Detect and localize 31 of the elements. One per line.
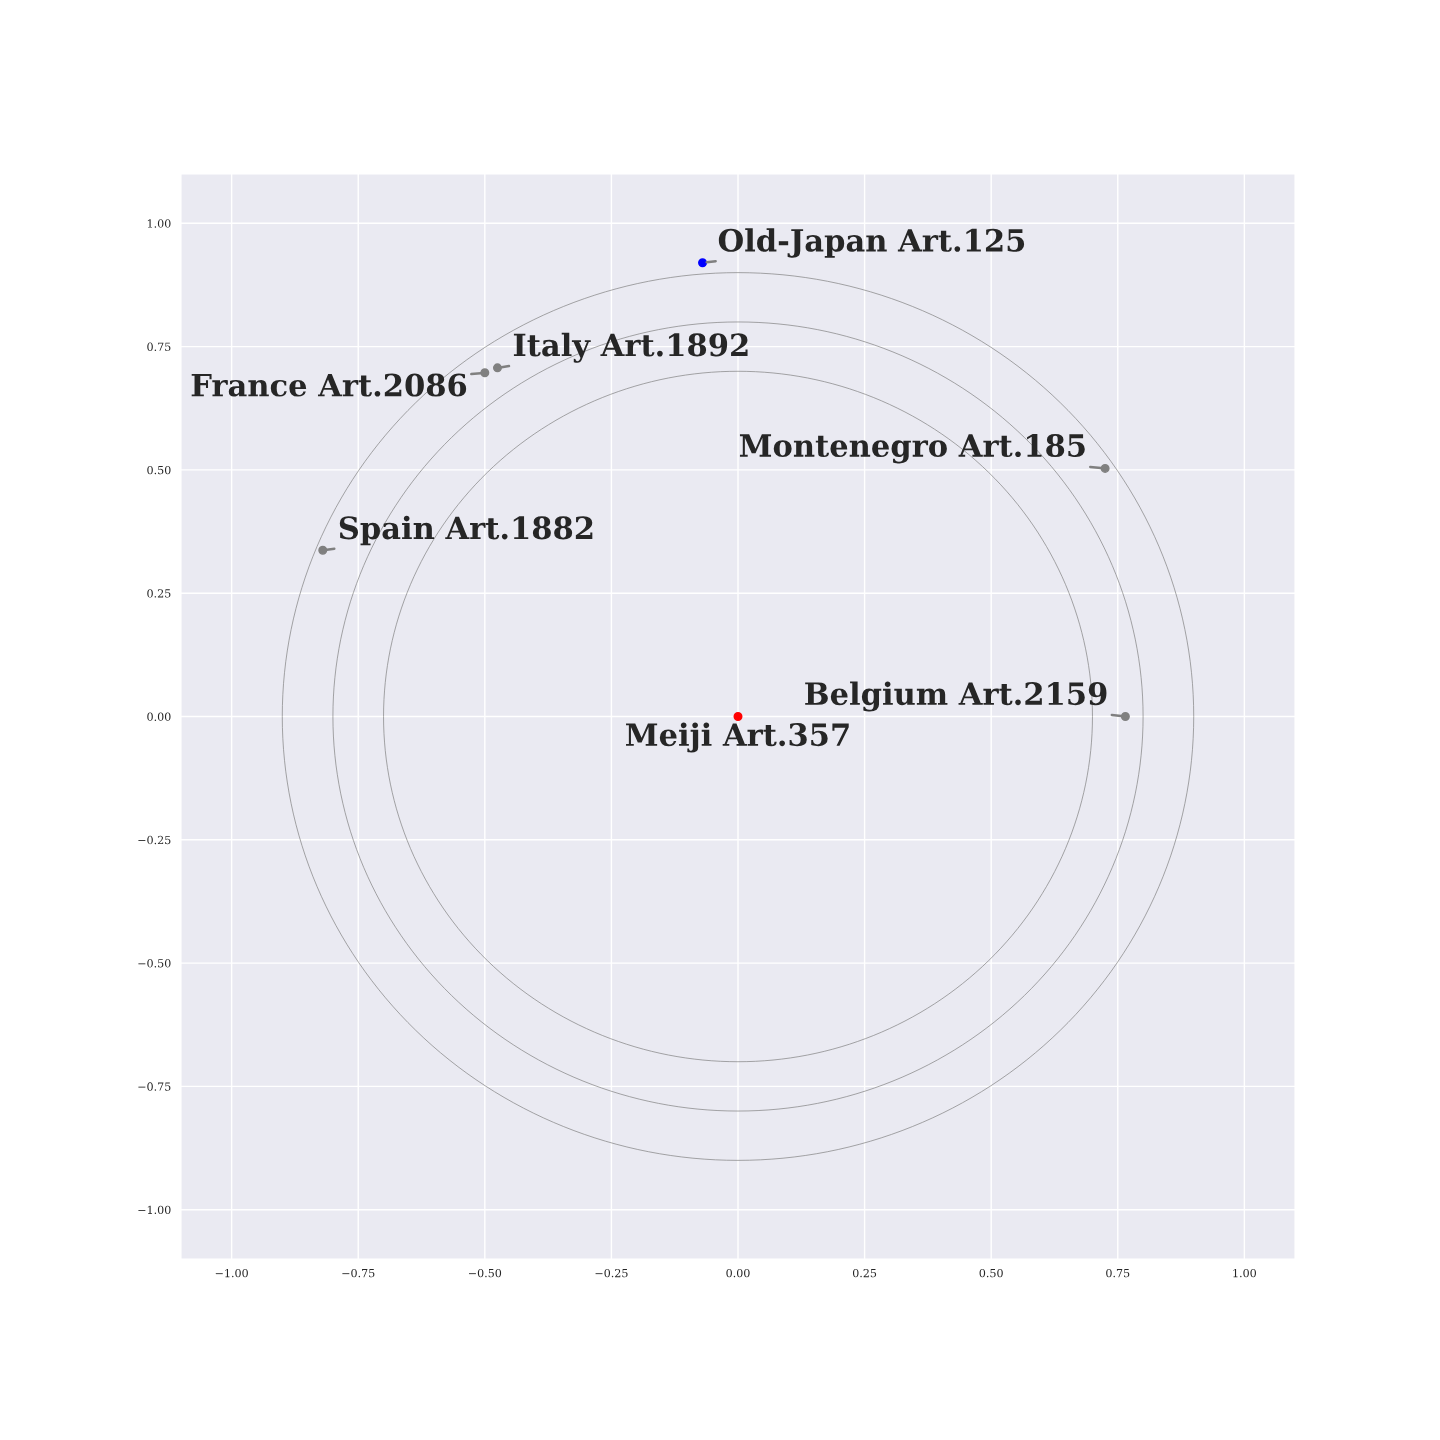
x-tick-label: 1.00 xyxy=(1233,1268,1256,1278)
y-tick-label: 0.50 xyxy=(147,465,171,475)
point xyxy=(698,258,708,268)
annotation: Meiji Art.357 xyxy=(626,722,849,753)
y-tick-label: 0.25 xyxy=(147,589,171,598)
x-tick-label: −0.75 xyxy=(342,1268,375,1278)
point xyxy=(492,363,502,373)
x-tick-label: 0.50 xyxy=(979,1268,1003,1278)
annotation: Belgium Art.2159 xyxy=(805,681,1107,712)
annotation: Old-Japan Art.125 xyxy=(718,228,1025,258)
y-tick-label: 1.00 xyxy=(147,219,171,228)
annotation: Spain Art.1882 xyxy=(339,515,593,546)
x-tick-label: −0.25 xyxy=(595,1268,628,1278)
point xyxy=(318,545,328,555)
y-tick-label: −0.75 xyxy=(138,1082,171,1091)
y-tick-label: −0.25 xyxy=(138,835,171,845)
x-tick-label: 0.75 xyxy=(1106,1268,1130,1278)
y-tick-label: −1.00 xyxy=(138,1205,171,1215)
point xyxy=(1120,712,1130,721)
y-tick-label: −0.50 xyxy=(138,959,171,968)
y-tick-label: 0.75 xyxy=(147,342,171,351)
point xyxy=(1100,463,1110,473)
x-tick-label: −1.00 xyxy=(215,1268,248,1278)
annotation: Montenegro Art.185 xyxy=(739,433,1085,464)
x-tick-label: 0.00 xyxy=(726,1268,750,1278)
annotation: France Art.2086 xyxy=(191,373,467,397)
point xyxy=(480,368,490,378)
x-tick-label: 0.25 xyxy=(852,1268,877,1278)
x-tick-label: −0.50 xyxy=(468,1268,502,1278)
annotation: Italy Art.1892 xyxy=(513,332,748,363)
y-tick-label: 0.00 xyxy=(147,712,171,721)
